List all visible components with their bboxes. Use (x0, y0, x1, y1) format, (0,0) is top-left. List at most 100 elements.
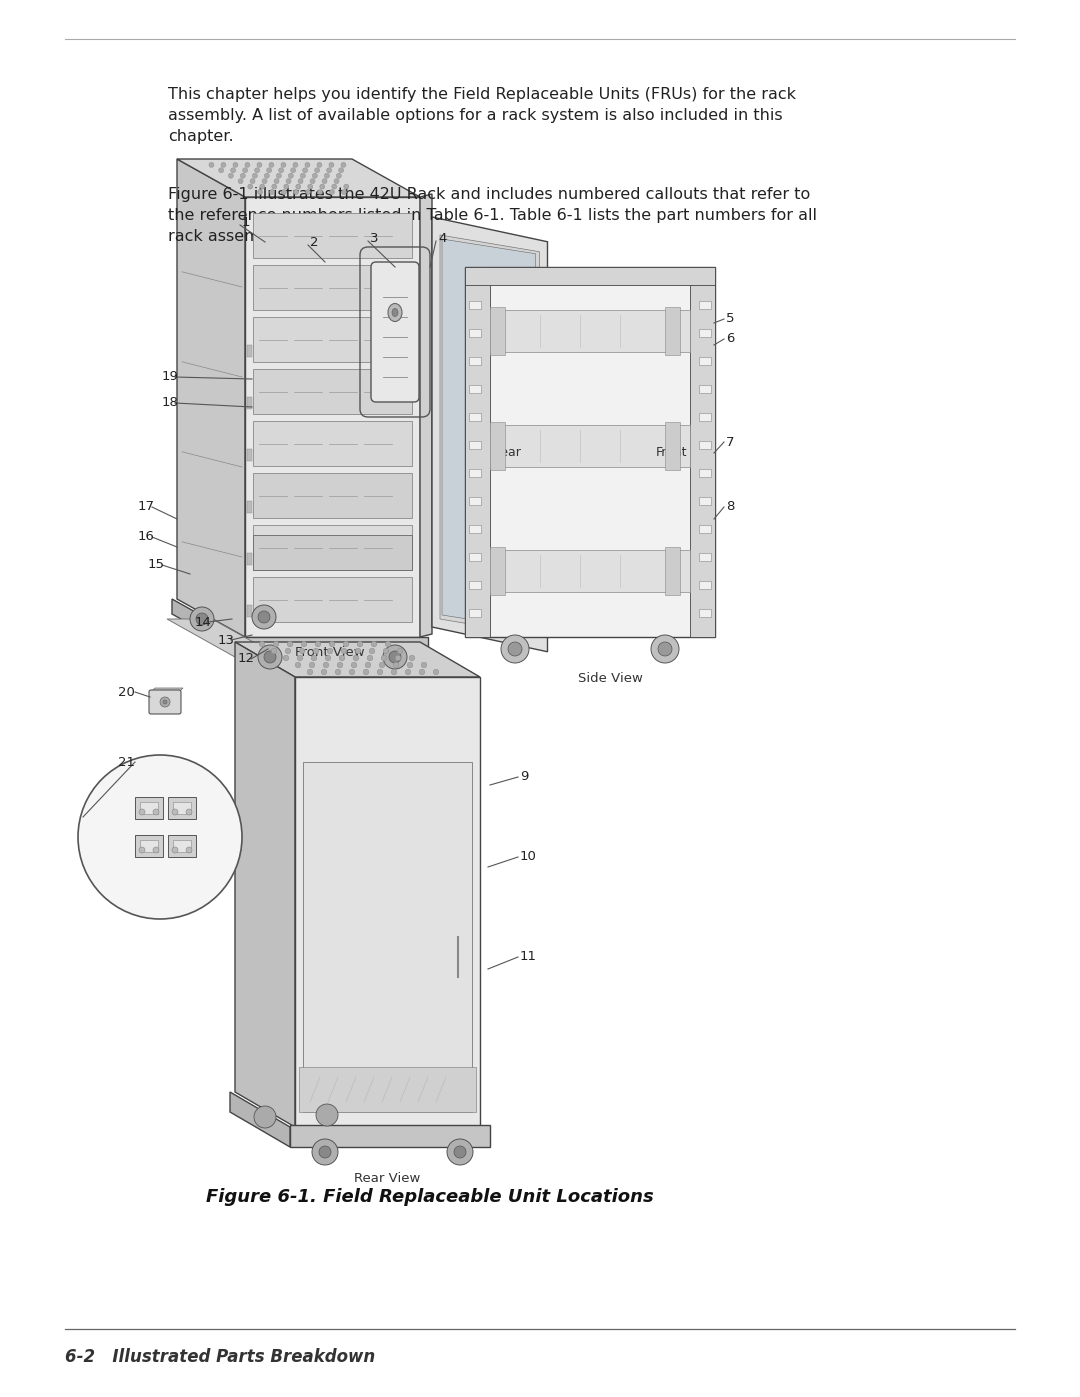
Bar (699, 441, 711, 448)
Bar (253, 420, 411, 467)
Text: 9: 9 (519, 771, 528, 784)
Bar (469, 497, 481, 504)
Circle shape (357, 641, 363, 647)
Circle shape (298, 179, 303, 183)
Bar (490, 548, 505, 595)
Circle shape (409, 655, 415, 661)
Text: 7: 7 (726, 436, 734, 448)
Bar (465, 267, 490, 637)
Circle shape (251, 179, 255, 183)
Polygon shape (172, 599, 240, 652)
Circle shape (339, 655, 345, 661)
Circle shape (421, 662, 427, 668)
Circle shape (276, 173, 282, 179)
Text: 14: 14 (195, 616, 212, 629)
Text: 8: 8 (726, 500, 734, 514)
Bar (469, 609, 481, 617)
Circle shape (300, 173, 306, 179)
Bar (247, 397, 252, 409)
Circle shape (343, 641, 349, 647)
Circle shape (273, 641, 279, 647)
Text: Rear: Rear (492, 446, 522, 458)
Polygon shape (167, 619, 280, 657)
Bar (690, 267, 715, 637)
Circle shape (397, 648, 403, 654)
Circle shape (332, 184, 337, 189)
Circle shape (260, 184, 265, 189)
Circle shape (286, 179, 292, 183)
Bar (253, 369, 411, 414)
Circle shape (383, 648, 389, 654)
Bar (303, 761, 472, 1112)
Bar (699, 525, 711, 534)
Circle shape (316, 162, 322, 168)
Circle shape (307, 669, 313, 675)
Circle shape (233, 162, 238, 168)
Circle shape (501, 636, 529, 664)
Bar (135, 798, 163, 819)
Circle shape (312, 1139, 338, 1165)
Polygon shape (295, 678, 480, 1127)
Bar (469, 386, 481, 393)
Circle shape (325, 655, 330, 661)
Circle shape (258, 645, 282, 669)
Circle shape (294, 190, 298, 194)
Text: 3: 3 (370, 232, 378, 246)
Ellipse shape (388, 303, 402, 321)
Circle shape (139, 809, 145, 814)
Circle shape (305, 162, 310, 168)
Circle shape (318, 190, 323, 194)
Polygon shape (245, 197, 420, 637)
Circle shape (351, 662, 356, 668)
Circle shape (367, 655, 373, 661)
Text: 20: 20 (118, 686, 135, 698)
Circle shape (267, 168, 272, 173)
Bar (469, 358, 481, 365)
Bar (699, 497, 711, 504)
Polygon shape (135, 793, 168, 798)
Bar (253, 535, 411, 570)
Circle shape (293, 162, 298, 168)
Circle shape (329, 190, 335, 194)
Circle shape (454, 1146, 465, 1158)
Bar (469, 469, 481, 476)
Bar (665, 422, 680, 469)
Circle shape (353, 655, 359, 661)
Circle shape (329, 641, 335, 647)
Circle shape (389, 651, 401, 664)
Bar (699, 330, 711, 337)
Bar (168, 835, 195, 856)
Bar (699, 386, 711, 393)
Polygon shape (151, 687, 183, 692)
Circle shape (257, 162, 262, 168)
Text: 17: 17 (138, 500, 156, 514)
Bar (135, 835, 163, 856)
Circle shape (269, 162, 274, 168)
Circle shape (221, 162, 226, 168)
Polygon shape (420, 194, 432, 637)
Circle shape (218, 168, 224, 173)
Bar (465, 267, 715, 285)
Circle shape (339, 168, 343, 173)
Polygon shape (177, 159, 420, 197)
Circle shape (316, 1104, 338, 1126)
Circle shape (383, 645, 407, 669)
Text: Figure 6-1 illustrates the 42U Rack and includes numbered callouts that refer to: Figure 6-1 illustrates the 42U Rack and … (168, 187, 816, 244)
Circle shape (228, 173, 233, 179)
Bar (469, 330, 481, 337)
Circle shape (508, 643, 522, 657)
Circle shape (323, 662, 328, 668)
Text: 12: 12 (238, 652, 255, 665)
Bar (490, 422, 505, 469)
Circle shape (447, 1139, 473, 1165)
Circle shape (308, 184, 313, 189)
Circle shape (320, 184, 325, 189)
Text: Front View: Front View (295, 645, 365, 658)
FancyBboxPatch shape (149, 690, 181, 714)
Circle shape (341, 648, 347, 654)
Circle shape (195, 613, 208, 624)
Bar (140, 840, 158, 852)
Circle shape (245, 162, 249, 168)
Bar (253, 525, 411, 570)
Bar (253, 212, 411, 258)
